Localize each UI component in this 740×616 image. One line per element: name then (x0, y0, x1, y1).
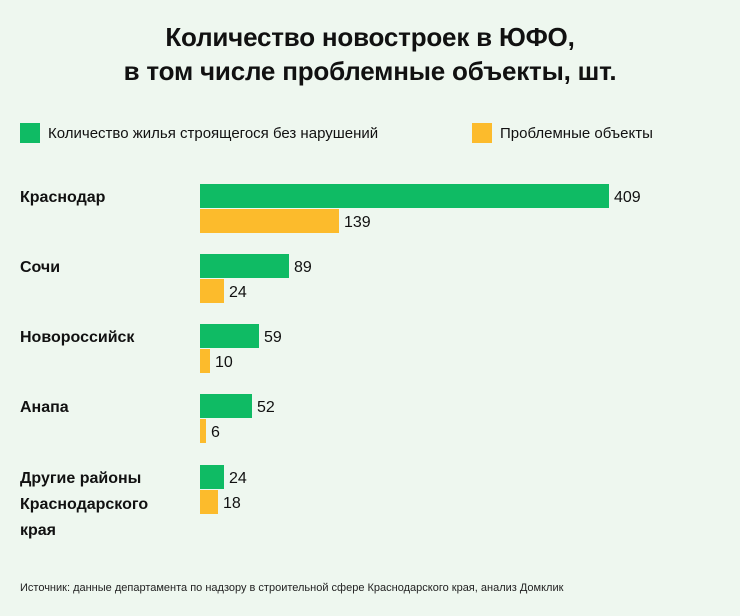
category-label-line: Другие районы (20, 470, 141, 487)
category-label-line: Краснодар (20, 189, 106, 206)
legend-label-no-violations: Количество жилья строящегося без нарушен… (48, 124, 379, 142)
bar-problem-objects (200, 209, 339, 233)
data-label: 59 (264, 329, 282, 346)
data-label: 24 (229, 470, 247, 487)
bar-problem-objects (200, 279, 224, 303)
bar-no-violations (200, 394, 252, 418)
legend-label-problem-objects: Проблемные объекты (500, 124, 653, 142)
legend: Количество жилья строящегося без нарушен… (20, 123, 720, 147)
data-label: 6 (211, 424, 220, 441)
category-label: Анапа (20, 399, 69, 416)
legend-swatch-green (20, 123, 40, 143)
legend-item-problem-objects: Проблемные объекты (472, 123, 653, 143)
category-label-line: Анапа (20, 399, 69, 416)
data-label: 52 (257, 399, 275, 416)
chart-title: Количество новостроек в ЮФО, в том числе… (0, 20, 740, 88)
data-label: 10 (215, 354, 233, 371)
data-label: 24 (229, 284, 247, 301)
legend-swatch-yellow (472, 123, 492, 143)
bar-no-violations (200, 254, 289, 278)
source-footnote: Источник: данные департамента по надзору… (20, 582, 564, 594)
category-label: Новороссийск (20, 329, 135, 346)
data-label: 409 (614, 189, 641, 206)
bar-problem-objects (200, 490, 218, 514)
bar-no-violations (200, 324, 259, 348)
category-label: Сочи (20, 259, 60, 276)
category-label: Другие районы Краснодарского края (20, 470, 148, 539)
bar-no-violations (200, 465, 224, 489)
category-label-line: Краснодарского (20, 496, 148, 513)
bar-problem-objects (200, 349, 210, 373)
bar-no-violations (200, 184, 609, 208)
data-label: 89 (294, 259, 312, 276)
chart-title-line-1: Количество новостроек в ЮФО, (165, 22, 575, 52)
chart-title-line-2: в том числе проблемные объекты, шт. (123, 56, 617, 86)
category-label-line: края (20, 522, 56, 539)
legend-item-no-violations: Количество жилья строящегося без нарушен… (20, 123, 378, 143)
data-label: 18 (223, 495, 241, 512)
category-label-line: Сочи (20, 259, 60, 276)
data-label: 139 (344, 214, 371, 231)
category-label: Краснодар (20, 189, 106, 206)
bar-problem-objects (200, 419, 206, 443)
category-label-line: Новороссийск (20, 329, 135, 346)
